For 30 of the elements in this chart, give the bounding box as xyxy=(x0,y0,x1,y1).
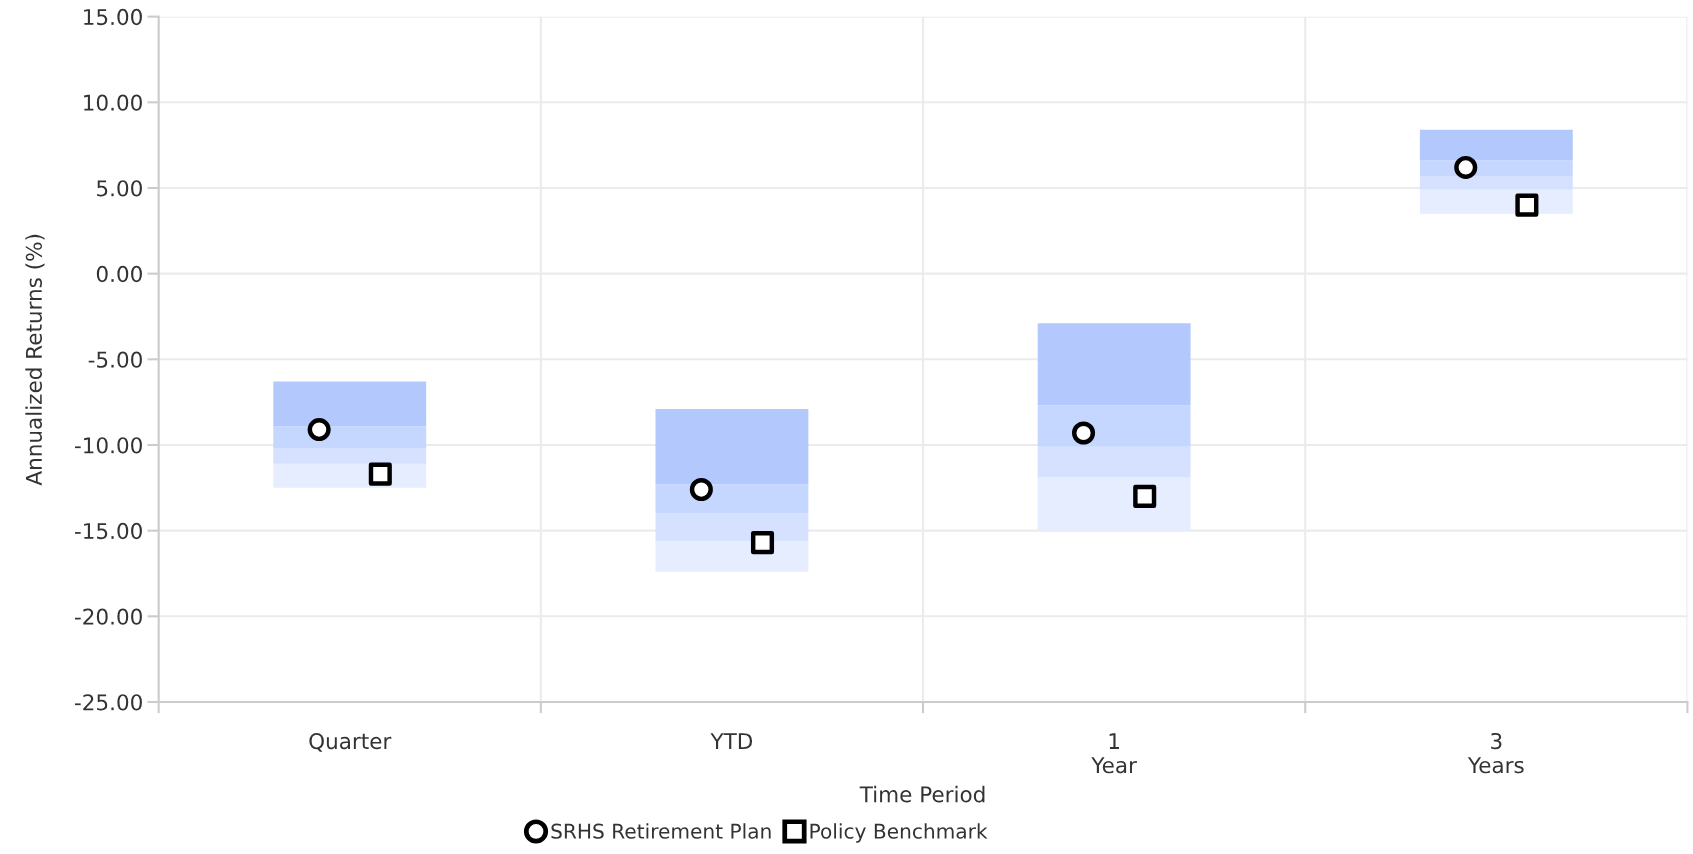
y-tick-label: -10.00 xyxy=(75,437,142,454)
y-tick-label: 5.00 xyxy=(97,180,142,197)
bar xyxy=(655,484,809,514)
bar xyxy=(273,448,427,464)
y-tick-label: -25.00 xyxy=(75,694,142,711)
bar xyxy=(1419,175,1573,190)
x-tick-label: 3 Years xyxy=(1467,732,1524,774)
bar xyxy=(655,513,809,541)
x-tick-label: YTD xyxy=(710,733,753,749)
y-tick-label: -5.00 xyxy=(88,351,142,368)
y-tick-label: 15.00 xyxy=(84,8,142,26)
bar xyxy=(1037,477,1191,531)
legend-label: SRHS Retirement Plan xyxy=(551,823,771,839)
bar xyxy=(655,409,809,485)
bar xyxy=(1037,405,1191,447)
x-axis-title: Time Period xyxy=(859,785,985,803)
y-tick-label: 10.00 xyxy=(84,94,142,111)
y-tick-label: -15.00 xyxy=(75,522,142,540)
bar xyxy=(273,381,427,427)
bar xyxy=(1419,129,1573,161)
bar xyxy=(1037,446,1191,478)
bar xyxy=(655,540,809,572)
bar xyxy=(1037,323,1191,406)
x-tick-label: Quarter xyxy=(309,732,392,752)
y-tick-label: -20.00 xyxy=(75,608,142,625)
legend-label: Policy Benchmark xyxy=(810,823,988,843)
bar xyxy=(273,426,427,449)
y-axis-title: Annualized Returns (%) xyxy=(25,234,45,486)
y-tick-label: 0.00 xyxy=(96,265,142,283)
x-tick-label: 1 Year xyxy=(1091,733,1137,774)
